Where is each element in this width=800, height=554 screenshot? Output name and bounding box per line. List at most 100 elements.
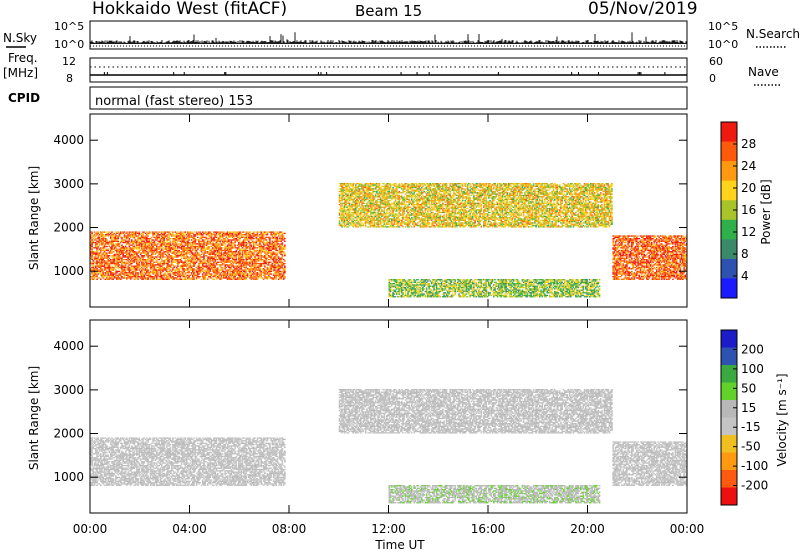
- power-cell: [92, 260, 95, 262]
- power-cell: [351, 209, 353, 211]
- power-cell: [129, 273, 132, 275]
- power-cell: [215, 239, 218, 241]
- power-cell: [165, 231, 168, 233]
- power-cell: [230, 231, 233, 233]
- power-cell: [133, 260, 136, 262]
- power-cell: [139, 238, 142, 240]
- power-cell: [194, 243, 197, 245]
- power-cell: [199, 260, 202, 262]
- power-cell: [134, 241, 137, 244]
- power-cell: [226, 269, 229, 271]
- power-cell: [97, 247, 100, 249]
- power-cell: [168, 273, 170, 275]
- power-cell: [162, 244, 164, 246]
- power-cell: [208, 269, 210, 271]
- power-cell: [164, 251, 167, 253]
- power-cell: [200, 260, 203, 262]
- power-cell: [250, 278, 253, 280]
- power-cell: [173, 251, 175, 253]
- power-cell: [174, 258, 177, 261]
- power-cell: [343, 202, 346, 204]
- power-cell: [252, 273, 255, 275]
- power-cell: [93, 251, 96, 253]
- power-cell: [204, 255, 207, 257]
- power-cell: [96, 269, 98, 271]
- power-cell: [104, 234, 107, 236]
- power-cell: [214, 251, 217, 253]
- power-cell: [104, 231, 107, 233]
- power-cell: [257, 249, 260, 252]
- power-cell: [138, 244, 141, 246]
- power-cell: [272, 232, 275, 235]
- power-cell: [221, 235, 224, 237]
- power-cell: [341, 190, 343, 193]
- power-cell: [145, 270, 148, 273]
- power-cell: [174, 239, 177, 241]
- power-cell: [99, 278, 102, 280]
- power-cell: [247, 240, 250, 242]
- power-cell: [249, 256, 251, 258]
- power-cell: [284, 244, 286, 246]
- power-cell: [341, 224, 343, 227]
- power-cell: [271, 231, 274, 233]
- power-cell: [280, 262, 282, 265]
- power-cell: [90, 256, 92, 258]
- power-cell: [246, 252, 249, 254]
- power-cell: [271, 277, 274, 279]
- power-cell: [347, 201, 350, 203]
- power-cell: [182, 241, 184, 244]
- power-cell: [241, 269, 244, 271]
- power-cell: [104, 238, 107, 240]
- power-cell: [218, 277, 220, 279]
- power-cell: [261, 241, 264, 244]
- power-cell: [225, 260, 228, 262]
- power-cell: [234, 269, 236, 271]
- power-cell: [119, 274, 122, 276]
- power-cell: [343, 182, 346, 185]
- power-cell: [342, 202, 345, 204]
- power-cell: [134, 275, 137, 278]
- power-cell: [90, 262, 92, 265]
- power-cell: [124, 235, 127, 237]
- power-cell: [140, 275, 143, 278]
- power-cell: [91, 232, 93, 235]
- power-cell: [206, 265, 209, 267]
- power-cell: [256, 234, 259, 236]
- power-cell: [249, 265, 251, 267]
- power-cell: [164, 236, 167, 239]
- power-cell: [188, 266, 190, 269]
- power-cell: [189, 244, 192, 246]
- power-cell: [282, 273, 285, 275]
- power-cell: [137, 256, 139, 258]
- power-cell: [235, 256, 238, 258]
- power-cell: [221, 268, 224, 270]
- power-cell: [139, 244, 142, 246]
- power-cell: [102, 260, 105, 262]
- power-cell: [179, 270, 182, 273]
- power-cell: [183, 270, 185, 273]
- power-cell: [92, 247, 95, 249]
- power-cell: [280, 251, 282, 253]
- power-cell: [271, 266, 274, 269]
- power-cell: [203, 249, 205, 252]
- power-cell: [152, 265, 154, 267]
- power-cell: [264, 232, 266, 235]
- power-cell: [109, 249, 112, 252]
- power-cell: [101, 255, 103, 257]
- power-cell: [129, 247, 132, 249]
- power-cell: [169, 243, 172, 245]
- power-cell: [165, 262, 168, 265]
- power-cell: [193, 247, 195, 249]
- power-cell: [271, 253, 274, 256]
- power-cell: [266, 240, 269, 242]
- power-cell: [153, 266, 156, 269]
- power-cell: [269, 268, 271, 270]
- power-cell: [284, 253, 286, 256]
- power-cell: [97, 241, 100, 244]
- power-cell: [198, 240, 200, 242]
- power-cell: [185, 269, 188, 271]
- power-cell: [91, 253, 93, 256]
- power-cell: [117, 238, 120, 240]
- power-cell: [118, 260, 121, 262]
- power-cell: [281, 265, 284, 267]
